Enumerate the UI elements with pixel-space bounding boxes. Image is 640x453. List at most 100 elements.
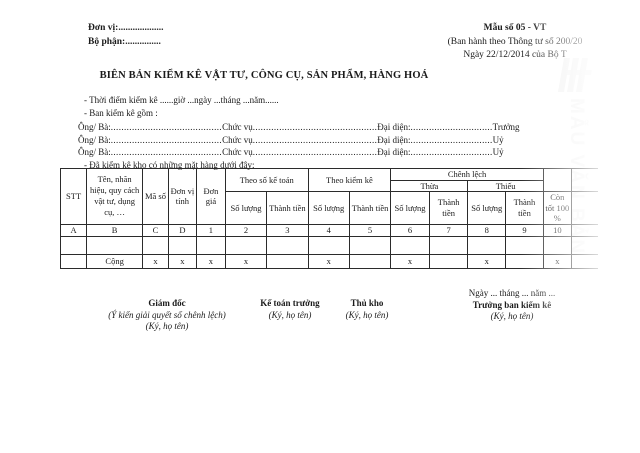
total-label: Cộng xyxy=(86,253,143,269)
header-left: Đơn vị:................... Bộ phận:.....… xyxy=(88,22,163,49)
th-shortage: Thiếu xyxy=(467,179,544,192)
num-cell: C xyxy=(142,223,169,237)
data-cell[interactable] xyxy=(570,235,640,255)
member-name-label: Ông/ Bà: xyxy=(78,147,111,158)
table-number-row: A B C D 1 2 3 4 5 6 7 8 9 10 xyxy=(59,223,640,237)
th-quality-sub xyxy=(570,191,640,225)
num-cell: 3 xyxy=(266,223,309,237)
signature-role: Kế toán trưởng xyxy=(260,298,320,308)
signature-subnote: (Ý kiến giải quyết số chênh lệch) xyxy=(108,309,226,320)
data-cell[interactable] xyxy=(390,235,430,255)
committee-members: Ông/ Bà:................................… xyxy=(78,121,520,159)
th-count-amount: Thành tiền xyxy=(348,191,392,225)
num-cell xyxy=(570,223,640,237)
member-role-dots: ........................................… xyxy=(252,147,378,158)
data-cell[interactable] xyxy=(467,235,507,255)
member-rep-label: Đại diện: xyxy=(377,134,411,145)
signature-block: Giám đốc (Ý kiến giải quyết số chênh lệc… xyxy=(0,288,640,348)
member-role-label: Chức vụ xyxy=(222,147,253,158)
data-cell[interactable] xyxy=(266,235,309,255)
th-price: Đơn giá xyxy=(195,168,226,225)
th-shortage-qty: Số lượng xyxy=(467,191,507,225)
member-role-label: Chức vụ xyxy=(222,134,253,145)
data-cell[interactable] xyxy=(167,235,197,255)
member-rep-label: Đại diện: xyxy=(377,122,411,132)
member-position: Trưởng xyxy=(492,122,520,132)
member-name-label: Ông/ Bà: xyxy=(78,134,111,145)
member-name-label: Ông/ Bà: xyxy=(78,122,111,132)
table-header-row-1: STT Tên, nhãn hiệu, quy cách vật tư, dụn… xyxy=(59,168,640,225)
signature-role: Trưởng ban kiểm kê xyxy=(472,299,552,310)
total-cell: x xyxy=(542,253,572,269)
table-row[interactable] xyxy=(59,235,640,255)
num-cell: 5 xyxy=(348,223,392,237)
th-surplus-amount: Thành tiền xyxy=(428,191,469,225)
watermark-logo-icon xyxy=(558,58,594,92)
num-cell: 7 xyxy=(428,223,469,237)
data-cell[interactable] xyxy=(505,235,544,255)
num-cell: A xyxy=(59,223,88,237)
signature-note: (Ký, họ tên) xyxy=(490,311,534,321)
th-count-qty: Số lượng xyxy=(307,191,350,225)
inventory-table: STT Tên, nhãn hiệu, quy cách vật tư, dụn… xyxy=(59,168,640,269)
data-cell[interactable] xyxy=(348,235,392,255)
th-code: Mã số xyxy=(142,168,169,225)
th-unit: Đơn vị tính xyxy=(167,168,197,225)
total-cell xyxy=(428,253,469,269)
signature-date-line: Ngày ... tháng ... năm ... xyxy=(468,288,556,298)
data-cell[interactable] xyxy=(428,235,469,255)
table-total-row: Cộng x x x x x x x x xyxy=(59,253,640,269)
th-good-100: Còn tốt 100 % xyxy=(542,191,572,225)
table-lead-text: - Đã kiểm kê kho có những mặt hàng dưới … xyxy=(84,160,255,170)
num-cell: 6 xyxy=(390,223,430,237)
data-cell[interactable] xyxy=(307,235,350,255)
signature-note: (Ký, họ tên) xyxy=(145,321,189,331)
total-cell xyxy=(570,253,640,269)
data-cell[interactable] xyxy=(224,235,268,255)
signature-role: Giám đốc xyxy=(148,298,186,308)
th-books-qty: Số lượng xyxy=(224,191,268,225)
total-cell: x xyxy=(390,253,430,269)
member-name-dots: ........................................… xyxy=(110,147,223,158)
th-stt: STT xyxy=(59,168,88,225)
data-cell[interactable] xyxy=(59,235,88,255)
data-cell[interactable] xyxy=(142,235,169,255)
header-right: Mẫu số 05 - VT (Ban hành theo Thông tư s… xyxy=(390,22,640,63)
member-role-dots: ........................................… xyxy=(252,122,378,132)
total-cell: x xyxy=(167,253,197,269)
data-cell[interactable] xyxy=(542,235,572,255)
num-cell: 9 xyxy=(505,223,544,237)
form-date-line: Ngày 22/12/2014 của Bộ T xyxy=(463,50,567,60)
member-name-dots: ........................................… xyxy=(110,134,223,145)
total-cell xyxy=(505,253,544,269)
num-cell: 1 xyxy=(195,223,226,237)
signature-giam-doc: Giám đốc (Ý kiến giải quyết số chênh lệc… xyxy=(72,298,262,333)
data-cell[interactable] xyxy=(195,235,226,255)
signature-role: Thủ kho xyxy=(350,298,384,308)
signature-note: (Ký, họ tên) xyxy=(268,309,312,320)
total-cell: x xyxy=(467,253,507,269)
data-cell[interactable] xyxy=(86,235,143,255)
th-name: Tên, nhãn hiệu, quy cách vật tư, dụng cụ… xyxy=(86,168,143,225)
th-by-count: Theo kiểm kê xyxy=(307,168,392,192)
member-row: Ông/ Bà:................................… xyxy=(78,134,520,147)
total-cell: x xyxy=(195,253,226,269)
member-position: Uỷ xyxy=(492,134,504,145)
total-cell xyxy=(348,253,392,269)
intro-block: - Thời điểm kiểm kê ......giờ ...ngày ..… xyxy=(84,94,279,119)
total-cell: x xyxy=(307,253,350,269)
th-by-books: Theo số kế toán xyxy=(224,168,309,192)
member-rep-dots: ............................... xyxy=(410,122,493,132)
member-role-label: Chức vụ xyxy=(222,122,253,132)
member-row: Ông/ Bà:................................… xyxy=(78,121,520,134)
total-empty-cell xyxy=(59,253,88,269)
member-rep-label: Đại diện: xyxy=(377,147,411,158)
num-cell: B xyxy=(86,223,143,237)
member-name-dots: ........................................… xyxy=(110,122,223,132)
num-cell: 2 xyxy=(224,223,268,237)
num-cell: 8 xyxy=(467,223,507,237)
th-surplus-qty: Số lượng xyxy=(390,191,430,225)
form-code: Mẫu số 05 - VT xyxy=(483,23,547,33)
th-quality: Phẩ xyxy=(570,168,640,192)
